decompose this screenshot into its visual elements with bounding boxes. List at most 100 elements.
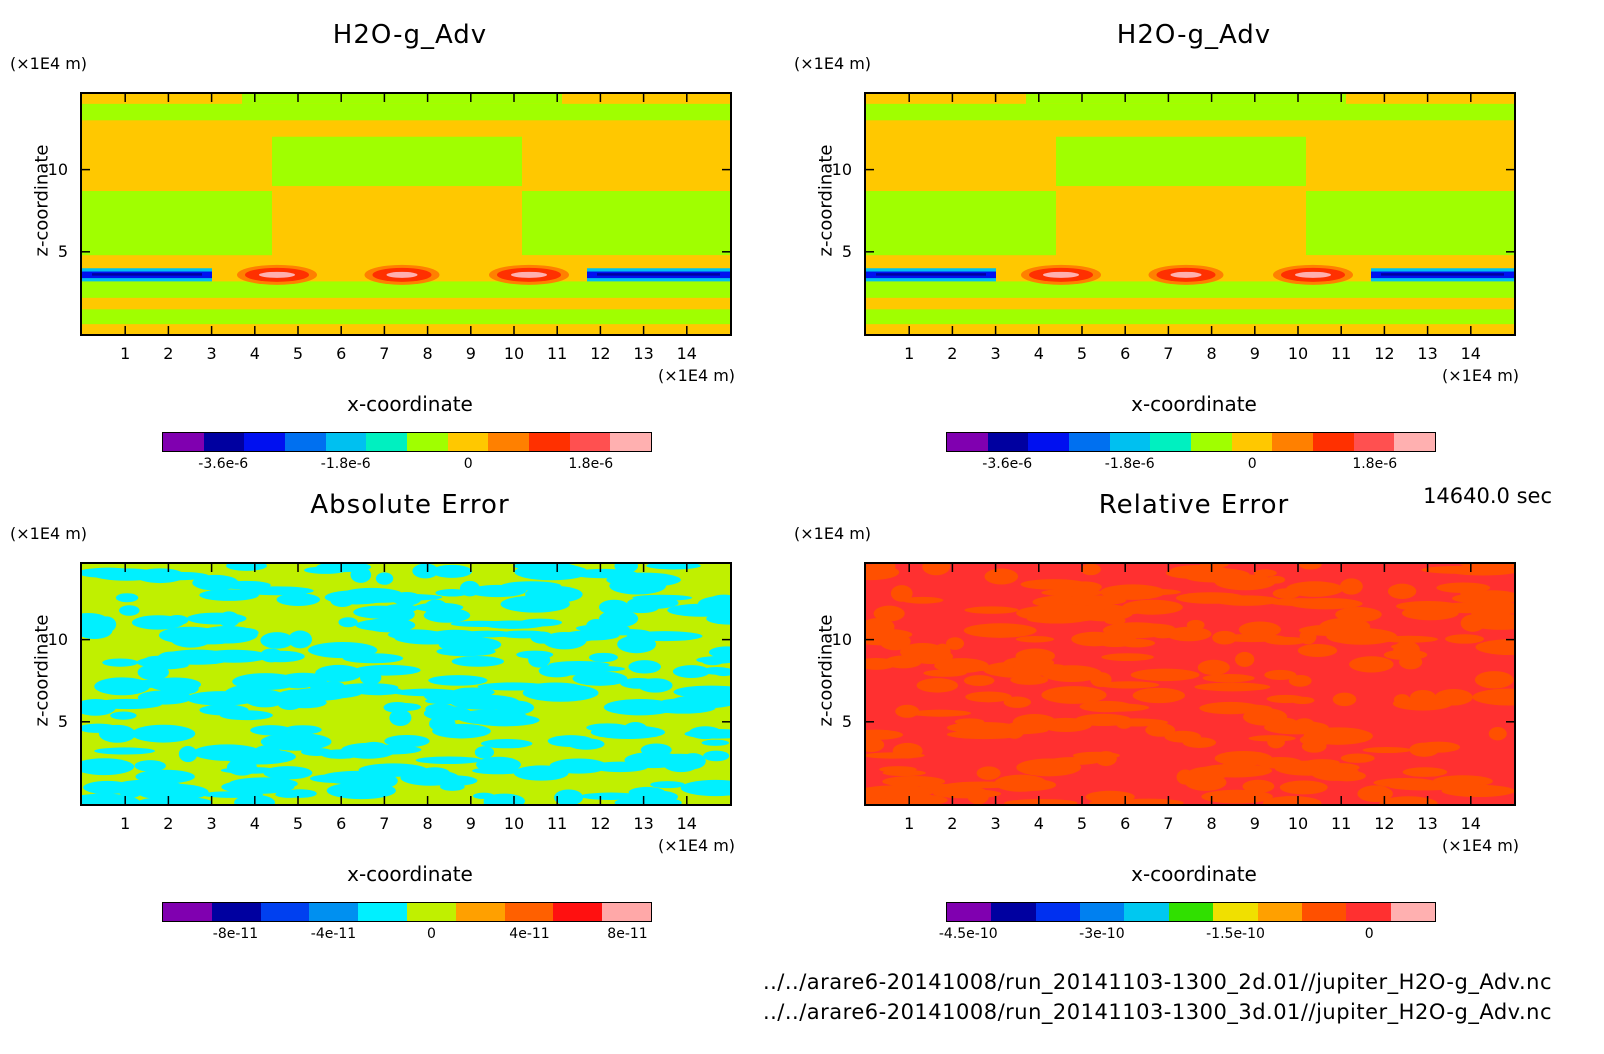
colorbar-swatch [1353,433,1395,451]
x-tick-label: 9 [465,344,476,363]
x-tick-label: 4 [249,814,260,833]
x-axis-label: x-coordinate [1131,392,1257,416]
x-tick-label: 13 [633,814,654,833]
z-unit-label: (×1E4 m) [794,54,872,73]
chart-title: H2O-g_Adv [1116,20,1272,50]
x-tick-label: 7 [379,344,390,363]
colorbar-swatch [1394,433,1436,451]
z-tick-label: 10 [831,159,852,179]
colorbar-swatch [366,433,408,451]
x-unit-label: (×1E4 m) [1442,836,1520,855]
colorbar-swatch [1035,903,1081,921]
x-tick-label: 7 [1163,344,1174,363]
colorbar-swatch [1191,433,1232,451]
z-unit-label: (×1E4 m) [10,54,88,73]
x-tick-label: 9 [465,814,476,833]
colorbar-swatch [211,903,261,921]
colorbar-swatch [1346,903,1391,921]
colorbar-swatch [163,433,204,451]
colorbar-tick-label: -3.6e-6 [198,456,249,472]
x-tick-label: 5 [1076,344,1088,363]
x-tick-label: 8 [1206,344,1217,363]
x-tick-label: 6 [1120,814,1131,833]
chart-title: Relative Error [1098,490,1290,520]
colorbar-swatch [309,903,359,921]
colorbar-swatch [1168,903,1214,921]
colorbar-tick-label: 4e-11 [509,926,550,942]
colorbar-tick-label: -4.5e-10 [938,926,998,942]
colorbar [162,432,652,452]
x-tick-label: 14 [676,814,697,833]
x-tick-label: 3 [990,344,1001,363]
colorbar-swatch [569,433,611,451]
x-tick-label: 7 [1163,814,1174,833]
colorbar-tick-label: 0 [1247,456,1257,472]
colorbar-tick-label: 0 [427,926,436,942]
x-tick-label: 13 [1417,814,1438,833]
x-tick-label: 2 [947,344,958,363]
x-tick-label: 4 [1033,344,1044,363]
x-tick-label: 7 [379,814,390,833]
colorbar-swatch [1231,433,1273,451]
colorbar [946,432,1436,452]
colorbar-tick-label: -8e-11 [212,926,259,942]
colorbar-swatch [455,903,505,921]
z-tick-label: 10 [47,629,68,649]
colorbar-swatch [358,903,407,921]
plot-area [80,92,732,336]
x-tick-label: 10 [503,814,525,833]
colorbar-swatch [244,433,286,451]
colorbar-swatch [1080,903,1125,921]
x-tick-label: 14 [1460,344,1481,363]
z-tick-label: 5 [841,711,852,731]
x-unit-label: (×1E4 m) [1442,366,1520,385]
file-path-2d: ../../arare6-20141008/run_20141103-1300_… [762,970,1552,994]
colorbar [162,902,652,922]
z-tick-label: 10 [47,159,68,179]
colorbar-swatch [553,903,603,921]
z-tick-label: 5 [57,711,68,731]
x-tick-label: 6 [336,814,347,833]
colorbar-swatch [1301,903,1347,921]
colorbar-swatch [488,433,530,451]
x-tick-label: 1 [904,814,915,833]
colorbar-swatch [1069,433,1110,451]
colorbar-swatch [1272,433,1314,451]
x-tick-label: 14 [676,344,697,363]
chart-title: Absolute Error [310,490,510,520]
plot-area [80,562,732,806]
x-tick-label: 8 [422,344,433,363]
colorbar-swatch [1213,903,1258,921]
colorbar-swatch [947,433,988,451]
colorbar-swatch [610,433,652,451]
x-tick-label: 2 [947,814,958,833]
x-tick-label: 5 [292,344,304,363]
x-tick-label: 13 [633,344,654,363]
x-tick-label: 6 [1120,344,1131,363]
x-tick-label: 8 [422,814,433,833]
z-tick-label: 5 [841,241,852,261]
colorbar-swatch [447,433,489,451]
plot-area [864,562,1516,806]
z-unit-label: (×1E4 m) [794,524,872,543]
panel-bottom-left: Absolute Error (×1E4 m) z-coordinate 5 10 1 2 3… [0,470,760,942]
colorbar-swatch [1028,433,1070,451]
x-tick-label: 3 [990,814,1001,833]
x-tick-label: 10 [1287,344,1309,363]
colorbar-swatch [407,433,448,451]
colorbar-tick-label: 0 [463,456,473,472]
heatmap-svg [82,94,730,334]
colorbar-tick-label: -1.8e-6 [1104,456,1155,472]
x-tick-label: 8 [1206,814,1217,833]
colorbar-tick-label: 1.8e-6 [568,456,614,472]
x-tick-label: 6 [336,344,347,363]
x-tick-label: 11 [547,814,568,833]
panel-top-left: H2O-g_Adv (×1E4 m) z-coordinate 5 10 1 2 3 4 5 6 7 8… [0,0,760,472]
colorbar-swatch [1390,903,1435,921]
panel-bottom-right: Relative Error (×1E4 m) z-coordinate 5 10 1 2 3… [784,470,1544,942]
x-tick-label: 14 [1460,814,1481,833]
colorbar-swatch [987,433,1029,451]
x-tick-label: 2 [163,814,174,833]
colorbar-swatch [406,903,456,921]
colorbar-swatch [325,433,367,451]
